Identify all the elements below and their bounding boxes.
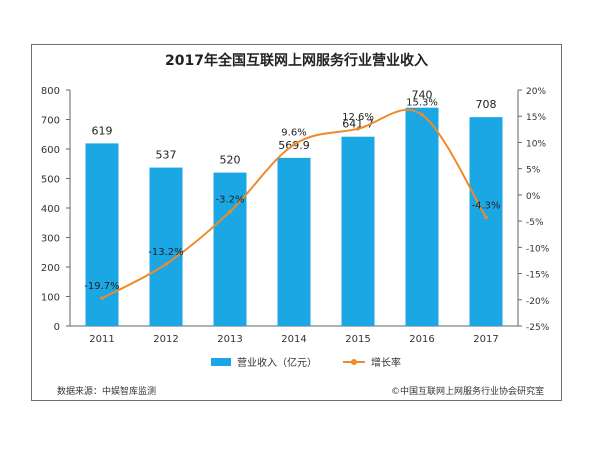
y-tick-label: 200 (41, 263, 60, 274)
y2-tick-label: -25% (526, 323, 550, 333)
y2-tick-label: -5% (526, 218, 544, 228)
bar (405, 107, 439, 326)
y-tick-label: 800 (41, 86, 60, 97)
growth-rate-label: -4.3% (471, 200, 500, 211)
growth-rate-point (356, 127, 360, 131)
x-tick-label: 2013 (217, 334, 242, 345)
chart-title: 2017年全国互联网上网服务行业营业收入 (165, 53, 428, 69)
growth-rate-point (100, 296, 104, 301)
growth-rate-label: -13.2% (148, 247, 183, 258)
y-tick-label: 700 (41, 116, 60, 127)
bar (149, 167, 183, 326)
bar-value-label: 619 (92, 124, 113, 137)
y-tick-label: 0 (54, 322, 60, 333)
y-tick-label: 500 (41, 175, 60, 186)
y-tick-label: 300 (41, 234, 60, 245)
growth-rate-label: -3.2% (215, 195, 244, 206)
growth-rate-label: -19.7% (84, 281, 119, 292)
source-note: 数据来源：中娱智库监测 (57, 387, 157, 397)
bar-value-label: 708 (476, 98, 497, 111)
y2-tick-label: 10% (526, 139, 546, 149)
bar (85, 143, 119, 326)
x-tick-label: 2014 (281, 334, 306, 345)
y2-tick-label: 15% (526, 113, 546, 123)
x-tick-label: 2011 (89, 334, 114, 345)
legend-label-bar: 营业收入（亿元） (237, 358, 317, 369)
y2-tick-label: -15% (526, 271, 550, 281)
y-tick-label: 600 (41, 145, 60, 156)
bar (277, 157, 311, 326)
legend-line-swatch (343, 358, 365, 366)
bar-value-label: 520 (220, 154, 241, 167)
y2-tick-label: -20% (526, 297, 550, 307)
y-tick-label: 100 (41, 293, 60, 304)
growth-rate-point (292, 142, 296, 147)
y2-tick-label: 20% (526, 87, 546, 97)
bar-value-label: 641.7 (342, 118, 374, 131)
y2-tick-label: 5% (526, 166, 541, 176)
growth-rate-label: 9.6% (281, 128, 306, 139)
bar (341, 136, 375, 326)
growth-rate-label: 12.6% (342, 112, 374, 123)
y2-tick-label: 0% (526, 192, 541, 202)
y2-tick-label: -10% (526, 244, 550, 254)
legend-bar-swatch (211, 357, 231, 366)
legend: 营业收入（亿元） 增长率 (0, 354, 600, 369)
x-tick-label: 2012 (153, 334, 178, 345)
growth-rate-point (484, 215, 488, 220)
legend-item-bar: 营业收入（亿元） (211, 354, 317, 369)
legend-item-line: 增长率 (343, 354, 401, 369)
x-tick-label: 2017 (473, 334, 498, 345)
growth-rate-label: 15.3% (406, 98, 438, 109)
legend-label-line: 增长率 (371, 358, 401, 369)
x-tick-label: 2015 (345, 334, 370, 345)
growth-rate-point (420, 112, 424, 117)
copyright-note: ©中国互联网上网服务行业协会研究室 (390, 387, 544, 397)
growth-rate-point (164, 262, 168, 266)
x-tick-label: 2016 (409, 334, 434, 345)
bar (469, 117, 503, 326)
growth-rate-point (228, 209, 232, 214)
y-tick-label: 400 (41, 204, 60, 215)
bar (213, 172, 247, 326)
bar-value-label: 740 (412, 89, 433, 102)
bar-value-label: 537 (156, 149, 177, 162)
